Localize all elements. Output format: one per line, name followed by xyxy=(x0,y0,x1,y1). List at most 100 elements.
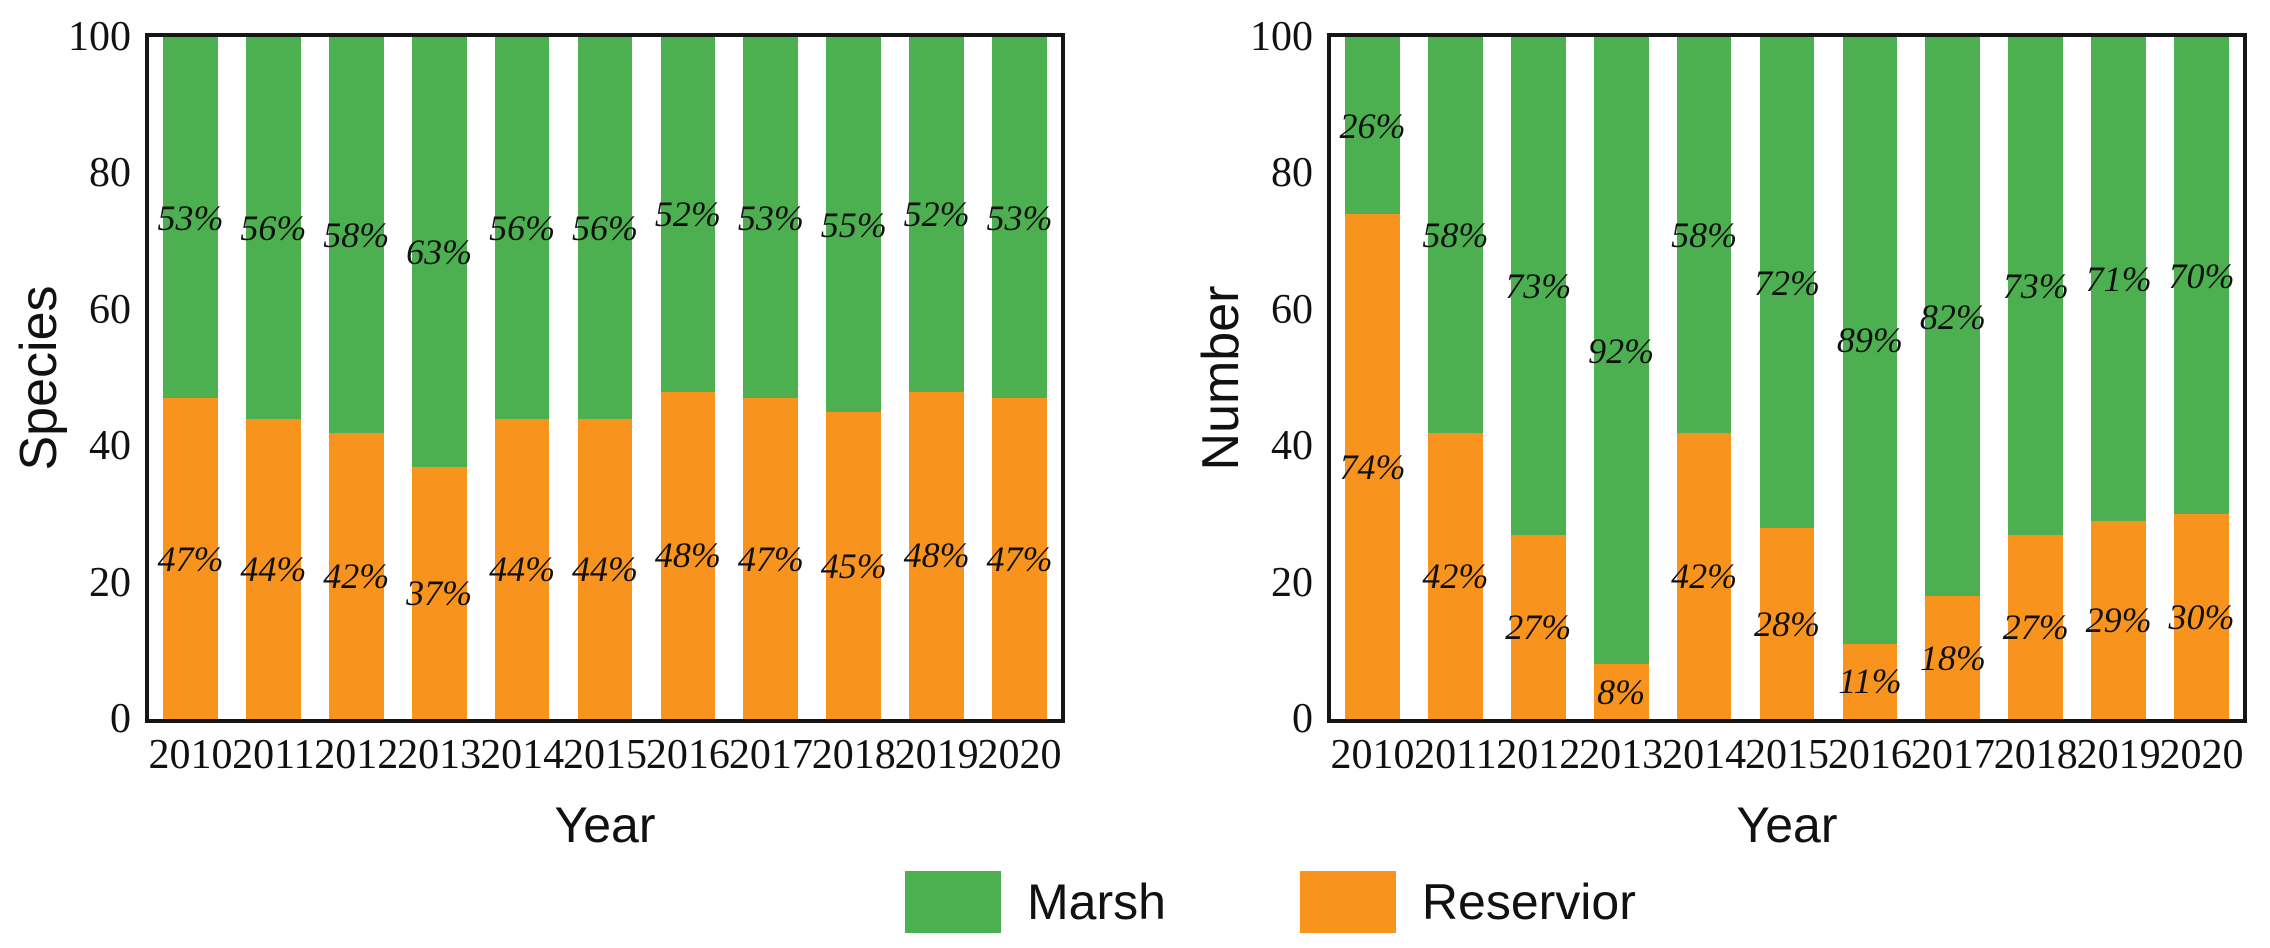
x-tick-label: 2010 xyxy=(1330,732,1415,778)
data-label-marsh: 52% xyxy=(654,194,721,235)
legend-swatch-reservior xyxy=(1299,871,1396,933)
data-label-marsh: 56% xyxy=(240,207,307,248)
x-tick-label: 2019 xyxy=(894,732,979,778)
bar-segment-reservior xyxy=(163,398,218,719)
bar-segment-marsh xyxy=(411,37,467,467)
x-axis-title-number: Year xyxy=(1736,797,1838,853)
y-tick-label: 20 xyxy=(89,559,131,606)
data-label-marsh: 71% xyxy=(2085,259,2152,300)
bar-segment-marsh xyxy=(246,37,301,419)
legend-item-marsh: Marsh xyxy=(905,871,1166,933)
y-tick-label: 100 xyxy=(68,14,131,60)
x-tick-label: 2020 xyxy=(977,732,1062,778)
data-label-marsh: 58% xyxy=(1422,214,1489,255)
plot-area-number: Number Year 0 20 40 60 80 100 74% 26% 2010 42% 58%… xyxy=(1192,16,2247,850)
data-label-reservior: 18% xyxy=(1919,637,1986,678)
data-label-reservior: 11% xyxy=(1838,661,1902,702)
bar-segment-marsh xyxy=(1510,37,1566,535)
bar-segment-marsh xyxy=(992,37,1047,399)
data-label-marsh: 58% xyxy=(1671,214,1738,255)
data-label-marsh: 63% xyxy=(406,231,473,272)
data-label-reservior: 44% xyxy=(572,548,638,589)
x-axis-title-species: Year xyxy=(554,797,656,853)
bar-segment-reservior xyxy=(1842,643,1898,719)
y-tick-label: 0 xyxy=(1292,696,1313,742)
x-tick-label: 2020 xyxy=(2159,732,2244,778)
data-label-marsh: 53% xyxy=(157,197,224,238)
bar-segment-marsh xyxy=(163,37,218,399)
data-label-reservior: 42% xyxy=(323,555,390,596)
plot-area-species: Species Year 0 20 40 60 80 100 47% 53% 2010 44% 56… xyxy=(10,16,1065,850)
bar-segment-reservior xyxy=(992,398,1047,719)
data-label-marsh: 73% xyxy=(1505,265,1572,306)
data-label-reservior: 29% xyxy=(2085,600,2152,641)
x-tick-label: 2016 xyxy=(645,732,730,778)
x-tick-label: 2015 xyxy=(563,732,647,778)
x-tick-label: 2011 xyxy=(232,732,315,778)
data-label-marsh: 52% xyxy=(903,194,970,235)
data-label-marsh: 55% xyxy=(820,204,887,245)
bar-segment-marsh xyxy=(1593,37,1649,665)
y-tick-label: 20 xyxy=(1271,559,1313,606)
data-label-marsh: 26% xyxy=(1339,105,1406,146)
x-tick-label: 2013 xyxy=(1579,732,1664,778)
bar-segment-marsh xyxy=(2174,37,2229,515)
bar-segment-reservior xyxy=(743,398,799,719)
x-tick-label: 2011 xyxy=(1414,732,1497,778)
x-tick-label: 2018 xyxy=(1993,732,2078,778)
bar-segment-reservior xyxy=(246,418,301,719)
bar-segment-marsh xyxy=(1759,37,1815,529)
data-label-reservior: 45% xyxy=(820,545,887,586)
bar-segment-marsh xyxy=(2091,37,2146,522)
data-label-reservior: 47% xyxy=(737,538,804,579)
y-tick-label: 40 xyxy=(1271,423,1313,470)
data-label-reservior: 48% xyxy=(903,535,970,576)
bar-segment-reservior xyxy=(1510,534,1566,719)
x-tick-label: 2015 xyxy=(1745,732,1829,778)
bar-segment-reservior xyxy=(411,466,467,719)
data-label-marsh: 89% xyxy=(1836,320,1903,361)
bar-segment-marsh xyxy=(1842,37,1898,644)
legend-item-reservior: Reservior xyxy=(1299,871,1636,933)
bar-segment-marsh xyxy=(1428,37,1483,433)
data-label-reservior: 44% xyxy=(240,548,307,589)
y-tick-label: 80 xyxy=(1271,150,1313,197)
data-label-reservior: 42% xyxy=(1422,555,1489,596)
bar-segment-reservior xyxy=(1759,528,1815,719)
data-label-reservior: 48% xyxy=(654,535,721,576)
bar-segment-reservior xyxy=(2174,514,2229,719)
data-label-reservior: 37% xyxy=(406,572,473,613)
data-label-reservior: 47% xyxy=(157,538,224,579)
data-label-reservior: 27% xyxy=(1505,606,1572,647)
data-label-reservior: 30% xyxy=(2168,596,2235,637)
legend-label-marsh: Marsh xyxy=(1027,874,1166,930)
bar-segment-reservior xyxy=(494,418,550,719)
bar-segment-marsh xyxy=(1676,37,1732,433)
data-label-marsh: 73% xyxy=(2002,265,2069,306)
y-tick-label: 80 xyxy=(89,150,131,197)
data-label-reservior: 74% xyxy=(1339,446,1406,487)
bar-segment-marsh xyxy=(909,37,964,392)
bar-segment-reservior xyxy=(909,391,964,719)
data-label-reservior: 47% xyxy=(986,538,1053,579)
data-label-reservior: 42% xyxy=(1671,555,1738,596)
data-label-marsh: 72% xyxy=(1754,262,1820,303)
bar-segment-marsh xyxy=(1925,37,1981,597)
data-label-reservior: 27% xyxy=(2002,606,2069,647)
bar-segment-marsh xyxy=(494,37,550,419)
data-label-marsh: 58% xyxy=(323,214,390,255)
x-tick-label: 2014 xyxy=(480,732,565,778)
x-tick-label: 2010 xyxy=(148,732,233,778)
data-label-marsh: 53% xyxy=(737,197,804,238)
bar-segment-reservior xyxy=(577,418,633,719)
bar-segment-reservior xyxy=(1925,596,1981,719)
data-label-reservior: 28% xyxy=(1754,603,1820,644)
y-tick-label: 60 xyxy=(89,286,131,333)
bar-segment-marsh xyxy=(743,37,799,399)
data-label-marsh: 92% xyxy=(1588,330,1655,371)
data-label-marsh: 70% xyxy=(2168,255,2235,296)
bar-segment-marsh xyxy=(1345,37,1400,215)
y-axis-title-number: Number xyxy=(1192,285,1250,471)
bar-segment-reservior xyxy=(328,432,384,719)
